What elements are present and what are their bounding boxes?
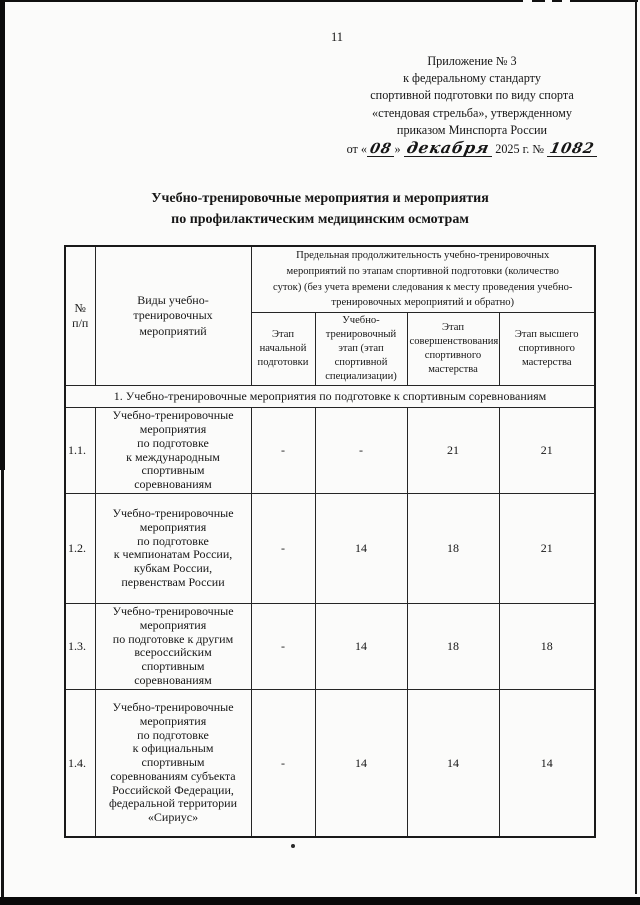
appendix-line: к федеральному стандарту	[403, 71, 541, 86]
stage-header-initial: Этап начальной подготовки	[250, 312, 316, 387]
row-value: -	[314, 407, 408, 494]
row-value: 18	[406, 602, 500, 690]
row-value: -	[250, 602, 316, 690]
row-kind: Учебно-тренировочные мероприятия по подг…	[94, 492, 252, 604]
row-num: 1.4.	[64, 688, 96, 838]
document-title: Учебно-тренировочные мероприятия и мероп…	[0, 188, 640, 230]
date-prefix: от «	[346, 142, 367, 157]
training-events-table-wrap: № п/п Виды учебно- тренировочных меропри…	[64, 245, 596, 839]
section-header-row: 1. Учебно-тренировочные мероприятия по п…	[64, 385, 596, 409]
stage-header-highest: Этап высшего спортивного мастерства	[498, 312, 596, 387]
appendix-line: «стендовая стрельба», утвержденному	[372, 105, 572, 120]
table-row: 1.1. Учебно-тренировочные мероприятия по…	[64, 407, 596, 494]
col-header-duration-group: Предельная продолжительность учебно-трен…	[250, 245, 596, 314]
stray-ink-dot	[291, 844, 295, 848]
bottom-scan-bar	[0, 897, 640, 905]
col-header-kinds: Виды учебно- тренировочных мероприятий	[94, 245, 252, 387]
date-tail: 2025 г. №	[495, 142, 544, 157]
appendix-line: приказом Минспорта России	[396, 122, 548, 137]
row-value: 14	[314, 492, 408, 604]
row-value: 14	[314, 602, 408, 690]
appendix-line: спортивной подготовки по виду спорта	[370, 88, 574, 103]
top-scan-edge-gap	[562, 0, 570, 3]
date-mid: »	[394, 142, 401, 157]
row-value: 21	[498, 407, 596, 494]
row-num: 1.1.	[64, 407, 96, 494]
handwritten-day: 08	[367, 141, 395, 158]
table-row: 1.2. Учебно-тренировочные мероприятия по…	[64, 492, 596, 604]
right-scan-edge	[635, 0, 637, 894]
table-row: 1.4. Учебно-тренировочные мероприятия по…	[64, 688, 596, 838]
training-events-table: № п/п Виды учебно- тренировочных меропри…	[64, 245, 596, 839]
col-header-num: № п/п	[64, 245, 96, 387]
left-scan-edge	[0, 0, 5, 470]
handwritten-order-number: 1082	[547, 140, 598, 158]
handwritten-month: декабря	[403, 138, 493, 158]
row-value: 18	[498, 602, 596, 690]
document-title-line1: Учебно-тренировочные мероприятия и мероп…	[151, 191, 489, 206]
top-scan-edge-gap	[545, 0, 552, 3]
row-value: -	[250, 407, 316, 494]
row-value: 14	[314, 688, 408, 838]
row-value: 14	[406, 688, 500, 838]
row-value: 14	[498, 688, 596, 838]
row-num: 1.3.	[64, 602, 96, 690]
appendix-line: Приложение № 3	[427, 54, 517, 68]
row-value: -	[250, 688, 316, 838]
row-value: -	[250, 492, 316, 604]
document-title-line2: по профилактическим медицинским осмотрам	[171, 212, 469, 227]
left-scan-edge	[1, 470, 4, 898]
page-number: 11	[330, 30, 344, 44]
top-scan-edge-gap	[523, 0, 532, 3]
order-date-line: от «08» декабря 2025 г. № 1082	[328, 138, 616, 158]
stage-header-training: Учебно- тренировочный этап (этап спортив…	[314, 312, 408, 387]
row-value: 18	[406, 492, 500, 604]
appendix-block: Приложение № 3 к федеральному стандарту …	[328, 53, 616, 158]
stage-header-improvement: Этап совершенствования спортивного масте…	[406, 312, 500, 387]
row-num: 1.2.	[64, 492, 96, 604]
top-scan-edge	[0, 0, 638, 2]
row-kind: Учебно-тренировочные мероприятия по подг…	[94, 602, 252, 690]
row-kind: Учебно-тренировочные мероприятия по подг…	[94, 688, 252, 838]
row-value: 21	[498, 492, 596, 604]
row-value: 21	[406, 407, 500, 494]
table-row: 1.3. Учебно-тренировочные мероприятия по…	[64, 602, 596, 690]
row-kind: Учебно-тренировочные мероприятия по подг…	[94, 407, 252, 494]
